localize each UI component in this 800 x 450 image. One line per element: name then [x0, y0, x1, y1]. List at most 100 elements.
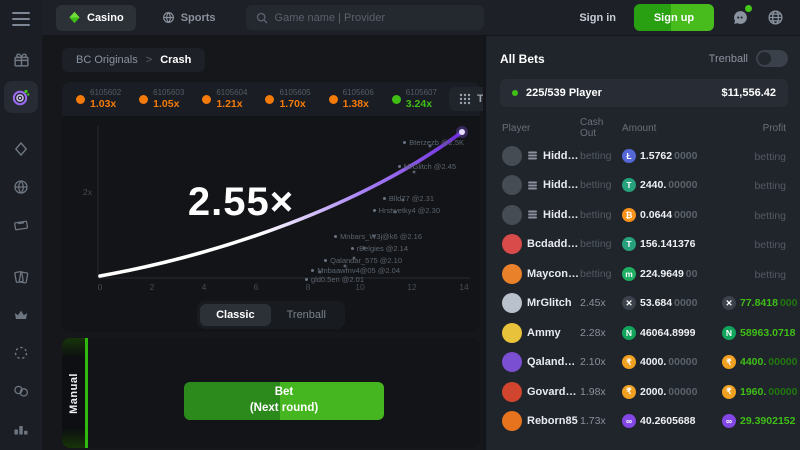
- bet-button-line1: Bet: [274, 386, 294, 399]
- tab-manual[interactable]: Manual: [62, 338, 88, 448]
- round-multiplier: 1.38x: [342, 97, 369, 110]
- profit-value: betting ₿: [754, 209, 786, 222]
- avatar: [502, 293, 522, 314]
- nav-tab-sports[interactable]: Sports: [150, 5, 228, 31]
- bet-amount: N 46064.8999: [622, 325, 722, 340]
- avatar: [502, 234, 522, 255]
- player-name[interactable]: Hidden: [543, 149, 580, 162]
- sidebar-item-games[interactable]: [4, 261, 38, 293]
- nav-tab-casino-label: Casino: [87, 11, 124, 24]
- cashout-value: betting: [580, 179, 612, 192]
- sidebar-item-bc-originals[interactable]: [4, 81, 38, 113]
- cashout-value: betting: [580, 267, 612, 280]
- sidebar-item-sports[interactable]: [4, 171, 38, 203]
- chat-notification-dot: [745, 5, 752, 12]
- bet-row: Qalandar... 2.10x ₹ 4000. 00000 ₹ 4400. 00…: [500, 348, 797, 378]
- coin-icon: ∞: [622, 414, 636, 429]
- sidebar-item-bonus[interactable]: [4, 337, 38, 369]
- round-history-chip[interactable]: 6105604 1.21x: [196, 88, 253, 110]
- cashout-value: betting: [580, 149, 612, 162]
- bet-amount: T 2440. 00000: [622, 178, 722, 193]
- breadcrumb: BC Originals > Crash: [62, 48, 206, 72]
- bet-row: Reborn85 1.73x ∞ 40.2605688 ∞ 29.3902152: [500, 407, 795, 437]
- nav-tab-casino[interactable]: Casino: [56, 4, 136, 31]
- breadcrumb-bc-originals[interactable]: BC Originals: [76, 54, 138, 66]
- profit-coin-icon: N: [722, 325, 736, 340]
- bc-originals-target-icon: [12, 89, 30, 106]
- sidebar-item-promotions[interactable]: [4, 43, 38, 75]
- hidden-player-icon: [528, 151, 537, 160]
- bet-amount: ₿ 0.0644 0000: [622, 207, 722, 222]
- player-name[interactable]: MrGlitch: [527, 297, 572, 310]
- player-name[interactable]: Govardh...: [527, 385, 580, 398]
- bet-amount: ₹ 4000. 00000: [622, 355, 722, 370]
- breadcrumb-crash: Crash: [160, 54, 192, 66]
- player-name[interactable]: Reborn85: [527, 415, 578, 428]
- svg-text:8: 8: [306, 282, 311, 292]
- sidebar-item-affiliate[interactable]: [4, 413, 38, 445]
- sidebar-item-vip[interactable]: [4, 299, 38, 331]
- casino-diamond-icon: [69, 11, 80, 24]
- bet-amount: Ł 1.5762 0000: [622, 148, 722, 163]
- sign-up-button[interactable]: Sign up: [634, 4, 714, 31]
- player-name[interactable]: Hidden: [543, 179, 580, 192]
- cashout-label: Blld77 @2.31: [383, 194, 434, 203]
- sidebar-item-casino[interactable]: [4, 133, 38, 165]
- chat-button[interactable]: [732, 5, 752, 26]
- round-history-chip[interactable]: 6105606 1.38x: [323, 88, 380, 110]
- profit-value: betting Ł: [754, 150, 786, 163]
- sign-in-button[interactable]: Sign in: [579, 11, 616, 24]
- round-id: 6105607: [405, 88, 437, 98]
- cashout-value: betting: [580, 238, 612, 251]
- round-result-dot: [139, 94, 149, 104]
- tab-trenball[interactable]: Trenball: [286, 309, 326, 321]
- coin-icon: T: [622, 237, 636, 252]
- cashout-value: 2.10x: [580, 356, 606, 369]
- tab-classic[interactable]: Classic: [200, 304, 271, 326]
- round-history-chip[interactable]: 6105602 1.03x: [70, 88, 127, 110]
- player-name[interactable]: Maycona...: [527, 267, 580, 280]
- chat-icon: [734, 11, 747, 24]
- round-history-chip[interactable]: 6105605 1.70x: [259, 88, 316, 110]
- avatar: [502, 411, 522, 432]
- bet-amount: ₹ 2000. 00000: [622, 384, 722, 399]
- total-wagered: $11,556.42: [721, 87, 776, 99]
- bet-row: MrGlitch 2.45x ✕ 53.684 0000 ✕ 77.8418 000: [500, 289, 798, 319]
- main-content: BC Originals > Crash 6105602 1.03x: [42, 36, 524, 450]
- multiplier-curve: [98, 130, 464, 278]
- cards-icon: [14, 270, 29, 284]
- player-name[interactable]: Bcdadddy: [527, 238, 580, 251]
- globe-icon: [768, 10, 783, 25]
- hidden-player-icon: [528, 210, 537, 219]
- col-profit: Profit: [762, 122, 786, 134]
- round-history-chip[interactable]: 6105603 1.05x: [133, 88, 190, 110]
- round-id: 6105602: [90, 88, 122, 98]
- sidebar-item-lottery[interactable]: [4, 209, 38, 241]
- svg-text:0: 0: [98, 282, 103, 292]
- avatar: [502, 204, 522, 225]
- manual-mode-label: Manual: [67, 372, 80, 414]
- trenball-toggle[interactable]: [756, 50, 788, 67]
- cashout-label: Bterzezb @2.5K: [403, 138, 464, 147]
- menu-icon[interactable]: [12, 12, 30, 26]
- nav-tab-sports-label: Sports: [180, 11, 216, 24]
- coin-icon: N: [622, 325, 636, 340]
- round-history-chip[interactable]: 6105607 3.24x: [386, 88, 443, 110]
- player-name[interactable]: Qalandar...: [527, 356, 580, 369]
- trenball-toggle-label: Trenball: [708, 52, 748, 65]
- sports-basketball-icon: [162, 12, 174, 23]
- basketball-icon: [14, 180, 28, 194]
- player-name[interactable]: Hidden: [543, 208, 580, 221]
- sidebar-item-party[interactable]: [4, 375, 38, 407]
- round-result-dot: [391, 94, 401, 104]
- player-name[interactable]: Ammy: [527, 326, 561, 339]
- podium-icon: [14, 426, 28, 435]
- cashout-value: 1.98x: [580, 385, 606, 398]
- bet-button[interactable]: Bet (Next round): [184, 382, 384, 420]
- round-history: 6105602 1.03x 6105603 1.05x: [62, 82, 524, 116]
- search-input[interactable]: Game name | Provider: [245, 5, 484, 30]
- col-cashout: Cash Out: [580, 117, 604, 139]
- language-button[interactable]: [767, 9, 784, 26]
- cashout-label: Mnbars_W3j@k6 @2.16: [334, 232, 422, 241]
- masks-icon: [14, 385, 29, 397]
